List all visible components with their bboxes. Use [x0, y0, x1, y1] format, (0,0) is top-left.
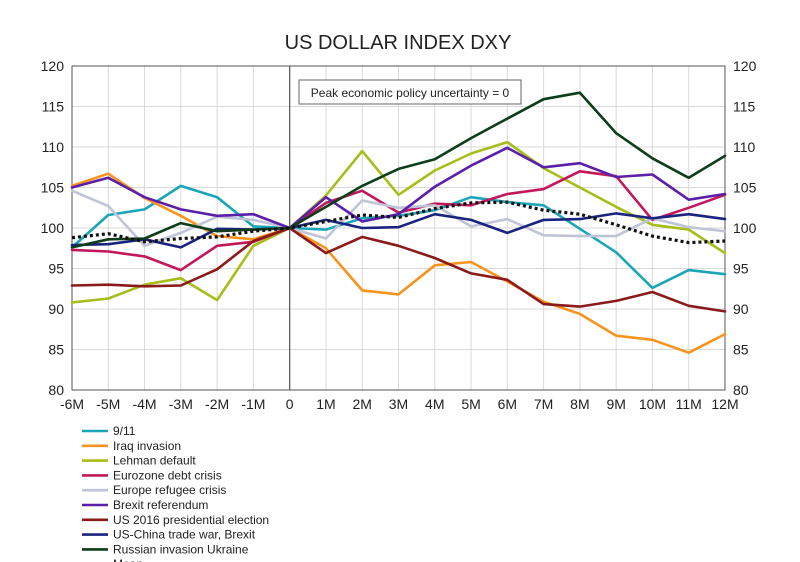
- x-tick-label: 7M: [534, 396, 553, 412]
- legend-label-mean: Mean: [113, 557, 143, 562]
- legend-label-9-11: 9/11: [113, 424, 136, 438]
- legend-label-iraq-invasion: Iraq invasion: [113, 439, 181, 453]
- annotation: Peak economic policy uncertainty = 0: [298, 79, 522, 105]
- x-tick-label: -2M: [205, 396, 229, 412]
- y-tick-label-left: 85: [48, 342, 64, 358]
- x-tick-label: 3M: [389, 396, 408, 412]
- plot-border: [71, 65, 726, 391]
- x-tick-label: 8M: [570, 396, 589, 412]
- y-tick-label-right: 80: [733, 382, 749, 398]
- x-tick-label: 12M: [711, 396, 738, 412]
- series-line-brexit-referendum: [70, 146, 727, 230]
- x-tick-label: 4M: [425, 396, 444, 412]
- series-line-us-2016-presidential-election: [70, 226, 727, 313]
- y-tick-label-right: 90: [733, 301, 749, 317]
- series-line-russian-invasion-ukraine: [70, 91, 727, 249]
- y-tick-label-left: 105: [41, 180, 65, 196]
- axes: 80 80 85 85 90 90 95 95 100 100 105 105 110 110 115 115…: [41, 58, 757, 412]
- x-tick-label: -3M: [169, 396, 193, 412]
- x-tick-label: 10M: [639, 396, 666, 412]
- legend-label-eurozone-debt-crisis: Eurozone debt crisis: [113, 468, 222, 482]
- legend-label-russian-invasion-ukraine: Russian invasion Ukraine: [113, 542, 249, 556]
- y-tick-label-right: 115: [733, 99, 756, 115]
- y-tick-label-right: 120: [733, 58, 757, 74]
- legend-label-lehman-default: Lehman default: [113, 454, 196, 468]
- y-tick-label-left: 90: [48, 301, 64, 317]
- x-tick-label: -6M: [60, 396, 84, 412]
- y-tick-label-left: 80: [48, 382, 64, 398]
- y-tick-label-left: 120: [41, 58, 65, 74]
- x-tick-label: -5M: [96, 396, 120, 412]
- x-tick-label: 0: [286, 396, 294, 412]
- y-tick-label-right: 85: [733, 342, 749, 358]
- series-line-lehman-default: [70, 140, 727, 304]
- legend-label-us-2016-presidential-election: US 2016 presidential election: [113, 513, 269, 527]
- y-tick-label-right: 95: [733, 261, 749, 277]
- series-line-europe-refugee-crisis: [70, 189, 727, 248]
- series-line-9-11: [70, 184, 727, 290]
- x-tick-label: -1M: [241, 396, 265, 412]
- annotation-text: Peak economic policy uncertainty = 0: [311, 86, 510, 100]
- annotation-box: [298, 79, 522, 105]
- x-tick-label: 11M: [676, 396, 702, 412]
- y-tick-label-left: 115: [42, 99, 65, 115]
- y-tick-label-left: 100: [41, 220, 65, 236]
- legend-label-europe-refugee-crisis: Europe refugee crisis: [113, 483, 226, 497]
- y-tick-label-right: 100: [733, 220, 757, 236]
- series-lines: [70, 91, 727, 355]
- y-tick-label-left: 110: [42, 139, 65, 155]
- y-tick-label-left: 95: [48, 261, 64, 277]
- x-tick-label: 5M: [461, 396, 480, 412]
- x-tick-label: 1M: [316, 396, 335, 412]
- series-line-iraq-invasion: [70, 172, 727, 355]
- x-tick-label: 2M: [352, 396, 371, 412]
- x-tick-label: 6M: [498, 396, 517, 412]
- series-line-mean: [71, 200, 726, 245]
- legend-label-brexit-referendum: Brexit referendum: [113, 498, 208, 512]
- x-tick-label: -4M: [132, 396, 156, 412]
- chart-title: US DOLLAR INDEX DXY: [285, 32, 512, 54]
- x-tick-label: 9M: [606, 396, 625, 412]
- y-tick-label-right: 105: [733, 180, 757, 196]
- y-tick-label-right: 110: [733, 139, 756, 155]
- legend-label-us-china-trade-war-brexit: US-China trade war, Brexit: [113, 528, 256, 542]
- series-line-us-china-trade-war-brexit: [70, 212, 727, 249]
